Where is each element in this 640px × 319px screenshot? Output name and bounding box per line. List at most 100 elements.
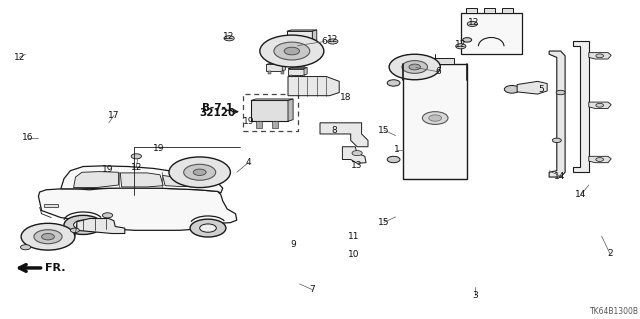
Bar [256,121,262,128]
Circle shape [74,220,93,230]
Polygon shape [38,188,237,230]
Circle shape [190,219,226,237]
Circle shape [467,21,477,26]
Circle shape [552,138,561,143]
Circle shape [64,215,102,234]
Circle shape [193,169,206,175]
Circle shape [42,234,54,240]
Circle shape [596,158,604,161]
Text: 1: 1 [394,145,399,154]
Circle shape [169,157,230,188]
Text: 15: 15 [378,126,390,135]
Bar [290,64,292,67]
Bar [288,69,304,75]
Circle shape [422,112,448,124]
Polygon shape [320,123,368,147]
Bar [281,71,284,74]
Circle shape [274,42,310,60]
Text: 12: 12 [327,35,339,44]
Polygon shape [589,156,611,163]
Polygon shape [74,172,118,188]
Text: 2: 2 [607,249,612,258]
Circle shape [352,151,362,156]
Bar [300,41,303,45]
Text: 4: 4 [246,158,251,167]
Text: 32120: 32120 [200,108,236,118]
Polygon shape [589,53,611,59]
Bar [266,64,282,71]
Text: 13: 13 [351,161,363,170]
Polygon shape [573,41,589,172]
Text: 15: 15 [378,218,390,227]
Text: 9: 9 [291,241,296,249]
Polygon shape [287,30,317,31]
Bar [502,8,513,13]
Text: 12: 12 [455,40,467,49]
Bar [288,57,304,64]
Bar [312,41,315,45]
Polygon shape [77,219,125,234]
Circle shape [387,80,400,86]
Bar [289,41,292,45]
Circle shape [429,115,442,121]
Text: 7: 7 [310,285,315,294]
Bar [243,94,298,131]
Bar [413,58,454,64]
Text: 6: 6 [436,67,441,76]
Polygon shape [549,51,565,177]
Text: 19: 19 [102,165,113,174]
Text: 8: 8 [332,126,337,135]
Text: 12: 12 [468,18,479,27]
Polygon shape [61,166,223,193]
Text: 12: 12 [223,32,235,41]
Text: 3: 3 [472,291,477,300]
Bar [268,71,271,74]
Polygon shape [288,77,339,96]
Polygon shape [342,147,366,163]
Bar [290,75,292,78]
Polygon shape [120,173,163,187]
Circle shape [596,103,604,107]
Text: 12: 12 [13,53,25,62]
Text: 16: 16 [22,133,33,142]
Polygon shape [517,81,547,94]
Polygon shape [288,99,293,121]
Polygon shape [282,63,285,71]
Polygon shape [266,63,285,64]
Bar [466,8,477,13]
Text: B-7-1: B-7-1 [202,103,233,113]
Polygon shape [312,30,317,41]
Circle shape [504,85,520,93]
Bar [484,8,495,13]
Circle shape [260,35,324,67]
Circle shape [596,54,604,58]
Polygon shape [589,102,611,108]
Circle shape [20,245,31,250]
Circle shape [463,38,472,42]
Circle shape [102,213,113,218]
Bar [287,31,312,41]
Circle shape [200,224,216,232]
Text: 19: 19 [153,144,164,153]
Text: 14: 14 [554,172,566,181]
Text: 19: 19 [243,117,254,126]
Bar [272,121,278,128]
Text: 18: 18 [340,93,351,102]
Text: 11: 11 [348,232,359,241]
Circle shape [556,90,565,95]
Bar [303,75,305,78]
Polygon shape [288,68,307,69]
Circle shape [34,230,62,244]
Bar [403,64,467,179]
Text: 17: 17 [108,111,120,120]
Circle shape [70,228,79,233]
Polygon shape [251,99,293,100]
Circle shape [21,223,75,250]
Circle shape [409,64,420,70]
Circle shape [389,54,440,80]
Text: TK64B1300B: TK64B1300B [589,307,639,316]
Text: 10: 10 [348,250,359,259]
Circle shape [284,47,300,55]
Bar [44,204,58,207]
Text: 6: 6 [322,37,327,46]
